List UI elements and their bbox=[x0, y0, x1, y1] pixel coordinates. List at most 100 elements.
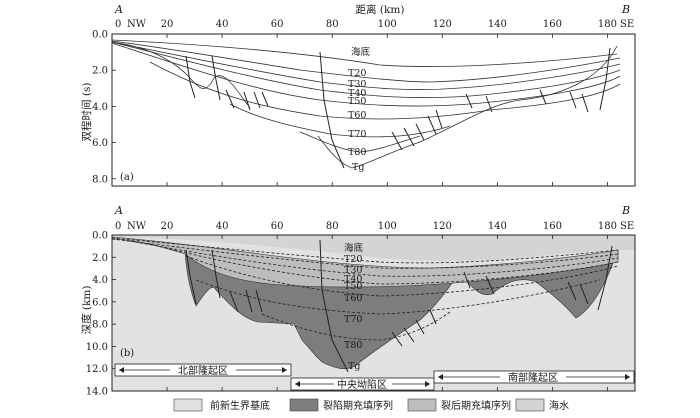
panel-a-y-tick-label: 4.0 bbox=[92, 102, 108, 113]
panel-b-seawater-fill bbox=[112, 235, 635, 261]
panel-a-y-ticks: 0.0 2.0 4.0 6.0 8.0 bbox=[92, 30, 116, 185]
panel-a-direction-left: NW bbox=[127, 19, 147, 30]
panel-b-x-tick-label: 100 bbox=[378, 221, 397, 232]
panel-a-horizon-label-t80: T80 bbox=[348, 147, 366, 158]
panel-b-y-ticks: 0.0 2.0 4.0 6.0 8.0 10.0 12.0 14.0 bbox=[86, 231, 116, 398]
panel-b-horizon-labels: 海底 T20 T30 T40 T50 T60 T70 T80 Tg bbox=[344, 242, 364, 372]
panel-b-y-tick-label: 6.0 bbox=[92, 297, 108, 308]
x-axis-title: 距离 (km) bbox=[356, 3, 405, 16]
panel-a-x-tick-label: 60 bbox=[271, 19, 284, 30]
panel-a-horizon-lines bbox=[111, 39, 621, 169]
panel-b-horizon-label-t40: T40 bbox=[344, 274, 362, 285]
panel-b-end-label-right: B bbox=[621, 204, 630, 217]
panel-b-x-tick-label: 140 bbox=[488, 221, 507, 232]
panel-a-x-tick-label: 0 bbox=[115, 19, 121, 30]
panel-b-y-tick-label: 14.0 bbox=[86, 387, 108, 398]
panel-b-faults bbox=[185, 239, 613, 373]
region-label-north: 北部隆起区 bbox=[178, 364, 228, 377]
panel-a-x-tick-label: 140 bbox=[488, 19, 507, 30]
panel-b-x-tick-label: 40 bbox=[216, 221, 229, 232]
panel-b-x-tick-label: 180 bbox=[598, 221, 617, 232]
panel-b-frame bbox=[111, 234, 636, 392]
panel-a-horizon-label-tg: Tg bbox=[352, 162, 364, 173]
panel-a-x-tick-label: 80 bbox=[326, 19, 339, 30]
panel-b-y-tick-label: 4.0 bbox=[92, 275, 108, 286]
panel-a-x-tick-label: 40 bbox=[216, 19, 229, 30]
legend-label-postrift: 裂后期充填序列 bbox=[441, 399, 511, 412]
tectonic-regions: 北部隆起区 中央坳陷区 南部隆起区 bbox=[114, 363, 635, 391]
panel-b-horizon-label-t20: T20 bbox=[344, 254, 362, 265]
panel-b-x-tick-label: 80 bbox=[326, 221, 339, 232]
region-label-south: 南部隆起区 bbox=[508, 371, 558, 384]
panel-b-horizon-label-seabed: 海底 bbox=[344, 242, 364, 254]
legend-label-basement: 前新生界基底 bbox=[210, 399, 270, 412]
panel-a-label: (a) bbox=[120, 172, 134, 183]
legend-label-seawater: 海水 bbox=[549, 399, 569, 412]
panel-b-x-tick-label: 60 bbox=[271, 221, 284, 232]
panel-a-seabed-line bbox=[111, 39, 618, 67]
panel-a-basement-left bbox=[111, 41, 251, 109]
legend-label-synrift: 裂陷期充填序列 bbox=[323, 399, 393, 412]
region-bar-north bbox=[114, 363, 292, 377]
panel-a-end-label-right: B bbox=[621, 3, 630, 16]
panel-a-x-tick-label: 100 bbox=[378, 19, 397, 30]
region-label-central: 中央坳陷区 bbox=[337, 378, 387, 391]
panel-a-horizon-label-t70: T70 bbox=[348, 129, 366, 140]
panel-a: A B NW SE 距离 (km) 0 20 40 60 80 100 120 140 160 1… bbox=[80, 3, 636, 187]
legend-swatch-synrift bbox=[289, 398, 319, 412]
panel-a-end-label-left: A bbox=[114, 3, 123, 16]
panel-a-x-ticks: 0 20 40 60 80 100 120 140 160 180 bbox=[111, 19, 617, 186]
panel-a-x-tick-label: 160 bbox=[543, 19, 562, 30]
panel-b-y-tick-label: 12.0 bbox=[86, 364, 108, 375]
legend-swatch-seawater bbox=[515, 398, 545, 412]
region-bar-south bbox=[433, 370, 635, 384]
panel-a-t30-line bbox=[111, 41, 621, 90]
panel-b-x-tick-label: 0 bbox=[115, 221, 121, 232]
panel-a-horizon-label-t20: T20 bbox=[348, 68, 366, 79]
panel-b-y-axis-title: 深度 (km) bbox=[80, 286, 93, 335]
panel-a-t80-line bbox=[299, 131, 421, 153]
panel-a-x-tick-label: 120 bbox=[433, 19, 452, 30]
panel-a-y-axis-title: 双程时间 (s) bbox=[80, 83, 93, 142]
panel-b-horizon-label-t50: T50 bbox=[344, 281, 362, 292]
panel-a-y-tick-label: 6.0 bbox=[92, 138, 108, 149]
panel-a-horizon-label-t50: T50 bbox=[348, 96, 366, 107]
panel-b-horizon-label-tg: Tg bbox=[348, 361, 360, 372]
panel-a-t50-line bbox=[111, 42, 621, 107]
panel-a-frame bbox=[111, 33, 636, 187]
panel-a-t60-line bbox=[149, 61, 621, 120]
panel-b-end-label-left: A bbox=[114, 204, 123, 217]
panel-a-horizon-label-t30: T30 bbox=[348, 79, 366, 90]
panel-b-y-tick-label: 10.0 bbox=[86, 342, 108, 353]
panel-b-horizon-label-t30: T30 bbox=[344, 265, 362, 276]
panel-b-x-ticks: 0 20 40 60 80 100 120 140 160 180 bbox=[111, 221, 617, 391]
panel-a-horizon-label-seabed: 海底 bbox=[351, 46, 371, 58]
panel-b: A B NW SE 0 20 40 60 80 100 120 140 160 180 0.0 2.… bbox=[80, 204, 636, 398]
panel-b-direction-left: NW bbox=[127, 221, 147, 232]
panel-a-t20-line bbox=[111, 40, 621, 83]
panel-a-x-tick-label: 20 bbox=[161, 19, 174, 30]
panel-a-y-tick-label: 0.0 bbox=[92, 30, 108, 41]
panel-a-faults bbox=[185, 47, 611, 169]
panel-b-horizon-label-t60: T60 bbox=[344, 293, 362, 304]
panel-b-x-tick-label: 160 bbox=[543, 221, 562, 232]
panel-a-direction-right: SE bbox=[620, 19, 634, 30]
panel-a-horizon-labels: 海底 T20 T30 T40 T50 T60 T70 T80 Tg bbox=[348, 46, 371, 173]
panel-b-horizon-lines bbox=[111, 237, 619, 341]
panel-b-x-tick-label: 20 bbox=[161, 221, 174, 232]
panel-a-horizon-label-t40: T40 bbox=[348, 88, 366, 99]
panel-a-y-tick-label: 8.0 bbox=[92, 174, 108, 185]
panel-a-y-tick-label: 2.0 bbox=[92, 66, 108, 77]
panel-a-t70-line bbox=[229, 103, 451, 138]
region-bar-central bbox=[290, 377, 435, 391]
legend: 前新生界基底 裂陷期充填序列 裂后期充填序列 海水 bbox=[173, 398, 569, 412]
panel-a-tg-line bbox=[317, 45, 618, 169]
panel-b-horizon-label-t70: T70 bbox=[344, 314, 362, 325]
panel-b-direction-right: SE bbox=[620, 221, 634, 232]
legend-swatch-basement bbox=[173, 398, 203, 412]
panel-b-postrift-fill bbox=[111, 236, 619, 288]
panel-b-horizon-label-t80: T80 bbox=[344, 340, 362, 351]
panel-b-y-tick-label: 2.0 bbox=[92, 253, 108, 264]
panel-b-x-tick-label: 120 bbox=[433, 221, 452, 232]
